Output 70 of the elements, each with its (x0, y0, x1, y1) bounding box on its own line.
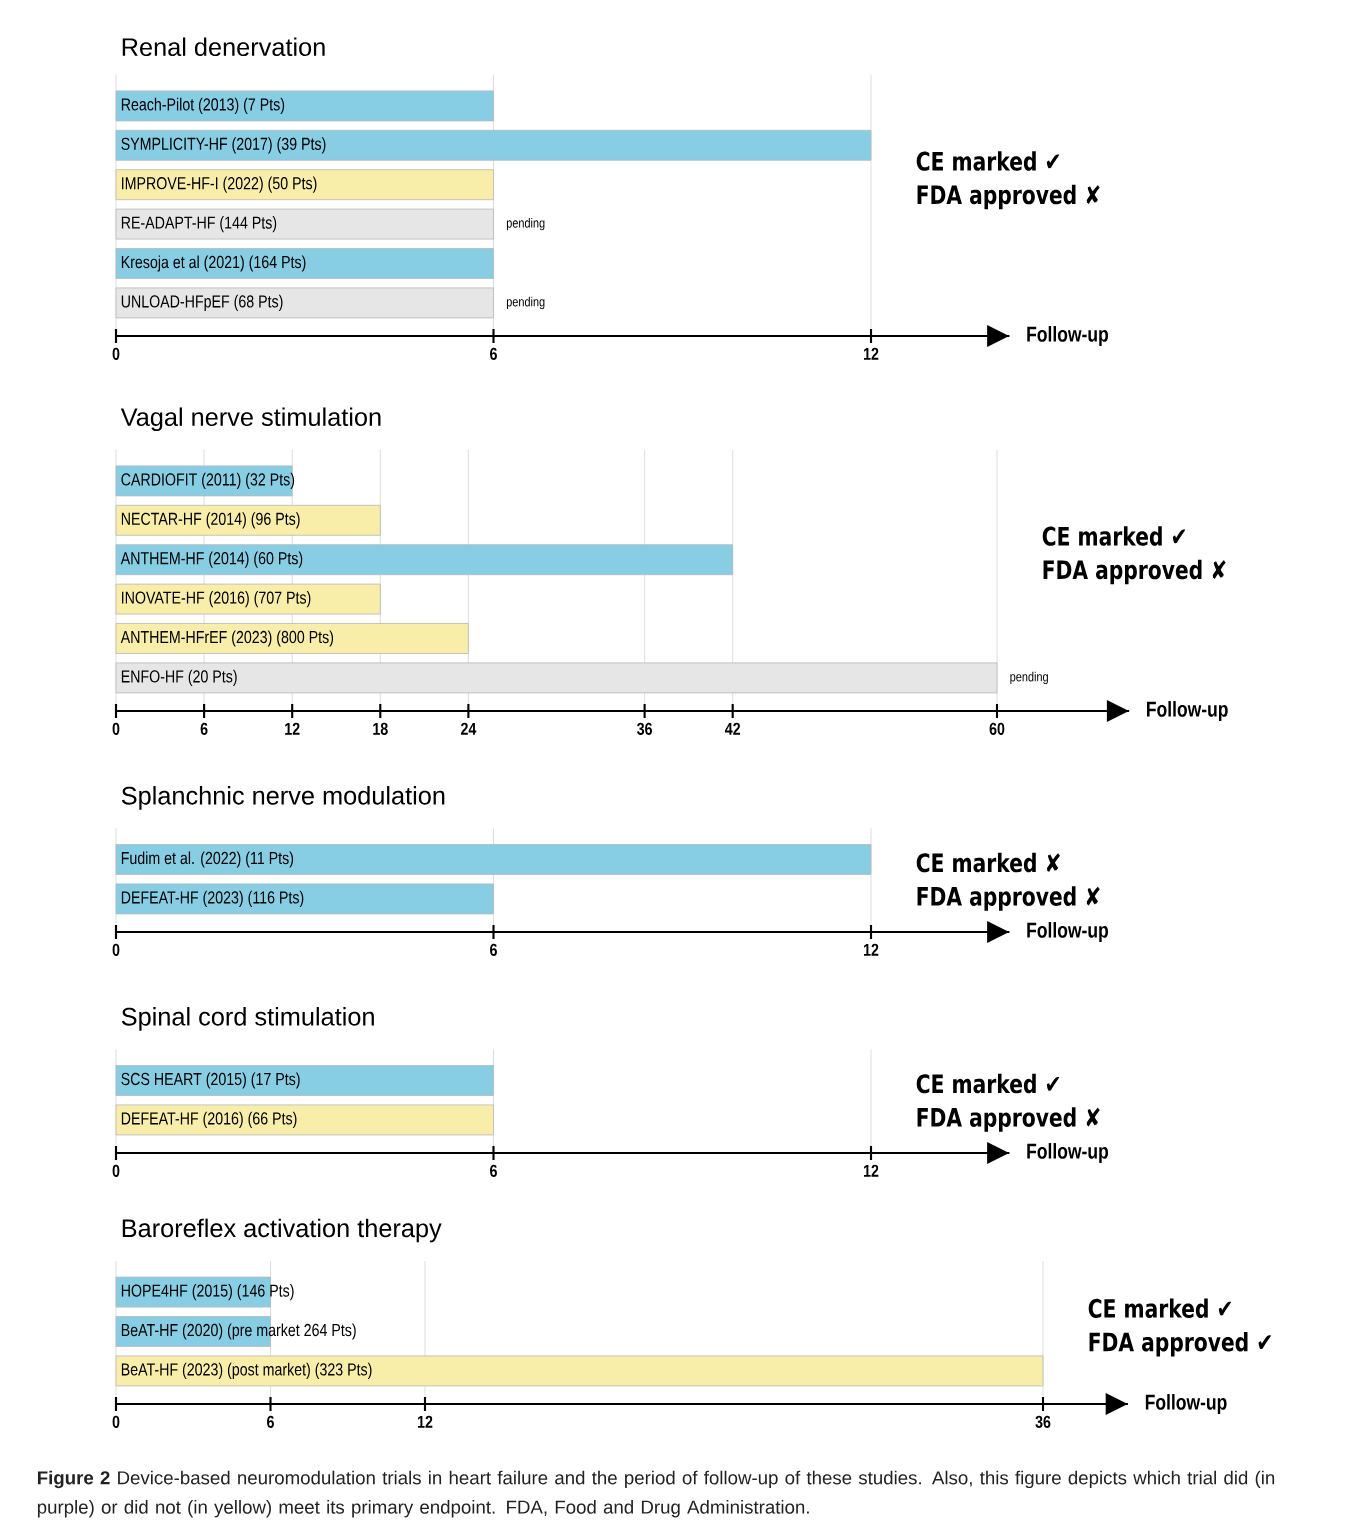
x-tick-label: 6 (490, 943, 497, 956)
annotation: FDA approved ✘ (917, 184, 1100, 210)
x-tick-label: 0 (112, 347, 120, 360)
y-tick-label: Kresoja et al (2021) (164 Pts) (121, 255, 306, 272)
y-tick-label: Fudim et al. (2022) (11 Pts) (121, 851, 294, 868)
x-axis-title: Follow-up (1145, 1394, 1227, 1414)
y-tick-label: ENFO-HF (20 Pts) (121, 669, 237, 686)
x-tick-label: 12 (863, 943, 879, 956)
chart-title: Splanchnic nerve modulation (121, 786, 445, 810)
y-tick-label: DEFEAT-HF (2016) (66 Pts) (121, 1111, 297, 1128)
y-tick-label: BeAT-HF (2020) (pre market 264 Pts) (121, 1323, 356, 1340)
x-axis-title: Follow-up (1147, 701, 1228, 721)
x-tick-label: 60 (989, 722, 1005, 735)
x-tick-label: 42 (725, 722, 741, 735)
x-tick-label: 12 (285, 722, 300, 735)
x-tick-label: 0 (112, 1164, 120, 1177)
annotation: FDA approved ✔ (1089, 1331, 1271, 1357)
y-tick-label: NECTAR-HF (2014) (96 Pts) (121, 512, 300, 529)
x-axis-title: Follow-up (1027, 922, 1109, 942)
annotation: FDA approved ✘ (917, 1107, 1100, 1132)
annotation: FDA approved ✘ (917, 886, 1100, 911)
bar (115, 465, 293, 497)
bar (115, 583, 381, 615)
y-tick-label: RE-ADAPT-HF (144 Pts) (121, 216, 277, 233)
annotation: FDA approved ✘ (1043, 559, 1226, 585)
y-tick-label: UNLOAD-HFpEF (68 Pts) (121, 294, 283, 311)
y-tick-label: INOVATE-HF (2016) (707 Pts) (122, 591, 311, 608)
annotation: CE marked ✔ (1088, 1298, 1232, 1318)
chart-title: Spinal cord stimulation (121, 1007, 374, 1031)
y-tick-label: HOPE4HF (2015) (146 Pts) (121, 1284, 294, 1301)
x-tick-label: 24 (461, 722, 477, 735)
bar (115, 623, 469, 654)
bar (115, 504, 381, 536)
x-tick-label: 12 (417, 1415, 433, 1428)
y-tick-label: Reach-Pilot (2013) (7 Pts) (121, 97, 285, 114)
x-tick-label: 18 (373, 722, 388, 735)
y-tick-label: ANTHEM-HF (2014) (60 Pts) (120, 551, 303, 568)
text: Figure 2 Device-based neuromodulation trials in heart failure and the period of follow-up of these studies. Also, this figure depicts which trial did (in purple) or did not (in yellow) meet its primary endpoint. FDA, Food and Drug Administration. (37, 1470, 1275, 1518)
x-tick-label: 36 (637, 722, 652, 735)
data-label: pending (506, 217, 545, 231)
x-tick-label: 6 (267, 1415, 274, 1428)
x-tick-label: 36 (1035, 1415, 1051, 1428)
x-tick-label: 6 (490, 1164, 497, 1177)
bar (115, 544, 734, 576)
annotation: CE marked ✔ (916, 1073, 1060, 1094)
annotation: CE marked ✔ (916, 151, 1060, 171)
annotation: CE marked ✘ (916, 852, 1060, 873)
y-tick-label: SYMPLICITY-HF (2017) (39 Pts) (121, 137, 326, 154)
x-tick-label: 0 (112, 1415, 120, 1428)
y-tick-label: IMPROVE-HF-I (2022) (50 Pts) (122, 176, 317, 193)
y-tick-label: CARDIOFIT (2011) (32 Pts) (121, 472, 295, 489)
x-tick-label: 6 (490, 347, 497, 360)
x-tick-label: 0 (112, 943, 120, 956)
chart-title: Baroreflex activation therapy (122, 1218, 442, 1243)
y-tick-label: SCS HEART (2015) (17 Pts) (121, 1072, 300, 1089)
bar (115, 662, 998, 694)
y-tick-label: BeAT-HF (2023) (post market) (323 Pts) (121, 1362, 372, 1379)
x-tick-label: 6 (200, 722, 208, 735)
x-axis-title: Follow-up (1027, 326, 1109, 346)
x-tick-label: 12 (863, 1164, 879, 1177)
data-label: pending (506, 296, 545, 310)
x-tick-label: 0 (112, 722, 120, 735)
data-label: pending (1010, 671, 1048, 685)
chart-title: Vagal nerve stimulation (120, 407, 381, 432)
chart-title: Renal denervation (122, 37, 325, 57)
y-tick-label: ANTHEM-HFrEF (2023) (800 Pts) (120, 630, 334, 647)
y-tick-label: DEFEAT-HF (2023) (116 Pts) (121, 890, 304, 907)
x-tick-label: 12 (863, 347, 879, 360)
x-axis-title: Follow-up (1027, 1143, 1109, 1163)
annotation: CE marked ✔ (1042, 526, 1186, 546)
